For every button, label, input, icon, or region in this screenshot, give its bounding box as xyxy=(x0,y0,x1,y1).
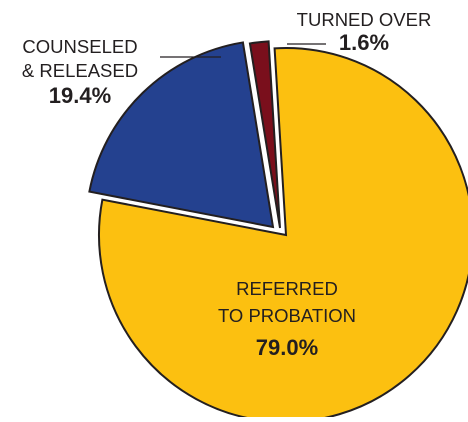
slice-label-0-line-1: TO PROBATION xyxy=(218,305,356,326)
pie-slice-turned-over xyxy=(248,40,281,229)
pie-slice-counseled-released xyxy=(88,41,275,229)
pie-slice-referred-to-probation xyxy=(98,47,468,422)
slice-label-2-line-0: TURNED OVER xyxy=(297,9,432,30)
pie-labels: REFERRED TO PROBATION 79.0% COUNSELED & RELE… xyxy=(22,9,431,360)
slice-label-1-line-1: & RELEASED xyxy=(22,60,138,81)
pie-slices xyxy=(85,37,468,422)
slice-value-label-1: 19.4% xyxy=(49,83,111,108)
slice-label-0-line-0: REFERRED xyxy=(236,278,338,299)
slice-value-label-0: 79.0% xyxy=(256,335,318,360)
slice-value-label-2: 1.6% xyxy=(339,30,389,55)
slice-label-1-line-0: COUNSELED xyxy=(22,36,137,57)
